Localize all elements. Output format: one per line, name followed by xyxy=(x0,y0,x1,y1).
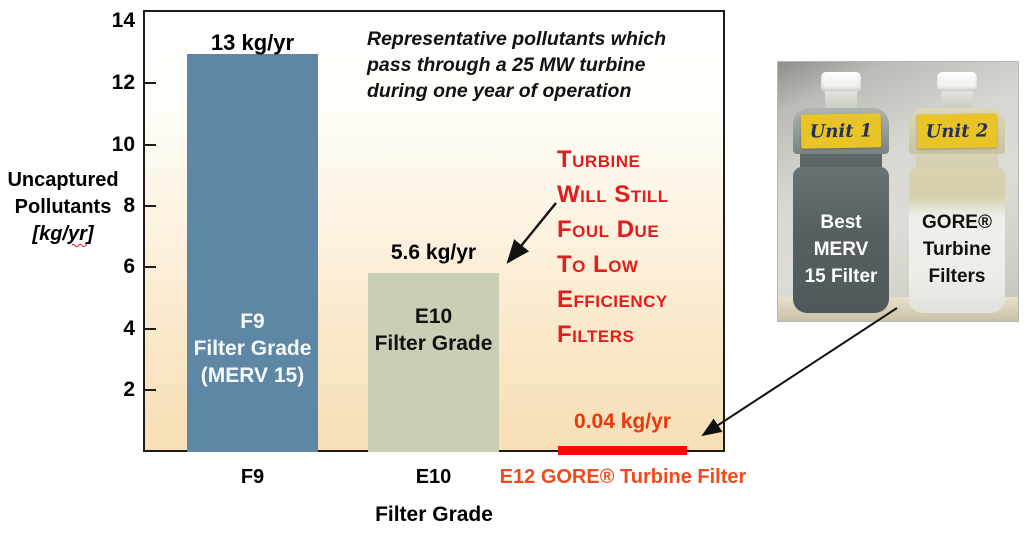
bottle-comparison-photo: Unit 1 Best MERV 15 Filter Unit 2 GORE® … xyxy=(777,61,1019,322)
y-tick-6: 6 xyxy=(123,255,135,278)
bottle-unit2-text: GORE® Turbine Filters xyxy=(922,212,992,287)
y-axis-title: Uncaptured Pollutants [kg/yr] xyxy=(2,167,124,248)
x-axis-title: Filter Grade xyxy=(375,503,493,526)
bottle-unit1-body: Best MERV 15 Filter xyxy=(793,167,889,313)
bar-e12 xyxy=(558,446,687,455)
y-axis-title-line1: Uncaptured xyxy=(7,169,119,191)
bottle-unit2: Unit 2 GORE® Turbine Filters xyxy=(909,62,1005,313)
tick-mark-4 xyxy=(145,328,156,330)
y-tick-12: 12 xyxy=(111,71,135,94)
y-tick-14: 14 xyxy=(111,9,135,32)
y-axis-units: [kg/yr] xyxy=(32,223,94,245)
bottle-unit1: Unit 1 Best MERV 15 Filter xyxy=(793,62,889,313)
y-tick-2: 2 xyxy=(123,378,135,401)
bar-f9-inner-label: F9 Filter Grade (MERV 15) xyxy=(193,310,312,387)
tick-mark-6 xyxy=(145,266,156,268)
x-label-f9: F9 xyxy=(240,466,265,488)
bottle-unit1-text: Best MERV 15 Filter xyxy=(804,212,878,287)
bottle-unit1-cap xyxy=(821,72,861,92)
tick-mark-2 xyxy=(145,389,156,391)
y-tick-10: 10 xyxy=(111,133,135,156)
tick-mark-12 xyxy=(145,82,156,84)
bottle-unit1-tape-label: Unit 1 xyxy=(800,113,882,149)
tick-mark-10 xyxy=(145,144,156,146)
warning-annotation: Turbine Will Still Foul Due To Low Effic… xyxy=(557,146,669,348)
bottle-unit2-cap xyxy=(937,72,977,92)
bar-e10-inner-label: E10 Filter Grade xyxy=(374,305,493,355)
y-tick-8: 8 xyxy=(123,194,135,217)
tick-mark-8 xyxy=(145,205,156,207)
spellcheck-squiggle-text: yr xyxy=(67,223,87,245)
bottle-unit2-body: GORE® Turbine Filters xyxy=(909,167,1005,313)
x-label-e10: E10 xyxy=(415,466,452,488)
value-label-e12: 0.04 kg/yr xyxy=(574,410,671,433)
bottle-unit2-waist xyxy=(916,154,998,168)
y-axis-title-line2: Pollutants xyxy=(14,196,112,218)
bottle-unit2-tape-label: Unit 2 xyxy=(916,113,998,149)
bottle-unit2-neck xyxy=(941,91,973,109)
bottle-unit1-neck xyxy=(825,91,857,109)
note-annotation: Representative pollutants which pass thr… xyxy=(367,28,667,102)
bar-f9: F9 Filter Grade (MERV 15) xyxy=(187,54,318,452)
value-label-f9: 13 kg/yr xyxy=(210,30,295,55)
x-label-e12: E12 GORE® Turbine Filter xyxy=(499,466,747,488)
bar-e10: E10 Filter Grade xyxy=(368,273,499,452)
bottle-unit1-waist xyxy=(800,154,882,168)
arrow-photo-to-e12-bar xyxy=(701,307,898,437)
value-label-e10: 5.6 kg/yr xyxy=(390,241,477,264)
y-tick-4: 4 xyxy=(123,317,135,340)
